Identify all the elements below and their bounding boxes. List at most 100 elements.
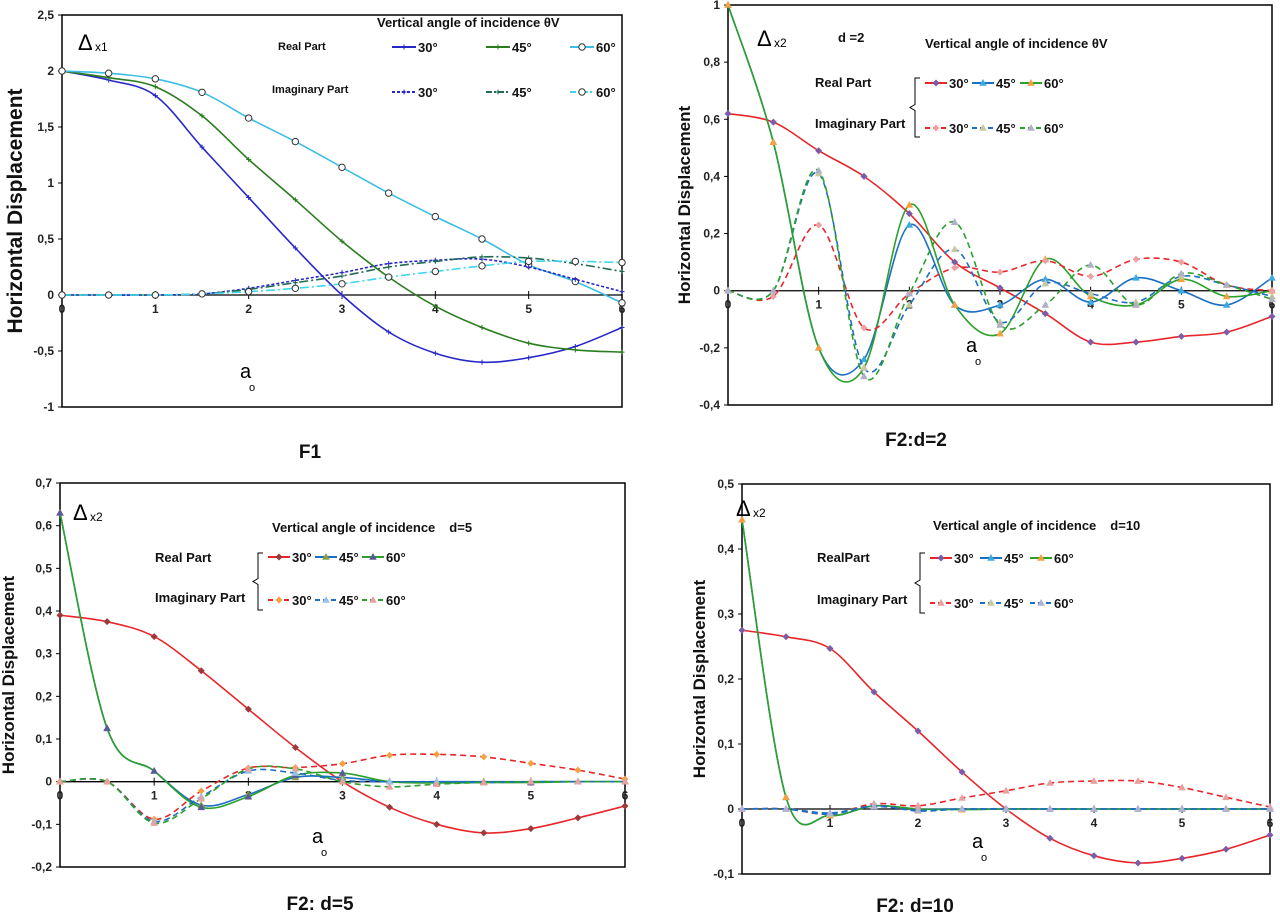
- x-axis-label: a: [240, 361, 252, 383]
- legend-entry: 30°: [268, 550, 312, 565]
- data-point: [524, 257, 533, 266]
- data-point: [1177, 269, 1186, 277]
- chart-title: F2: d=10: [876, 896, 954, 917]
- data-point: [479, 324, 485, 330]
- data-point: [338, 769, 347, 776]
- data-point: [1222, 793, 1230, 801]
- data-point: [246, 195, 252, 201]
- data-point: [619, 349, 625, 355]
- data-point: [738, 515, 746, 523]
- legend-marker: [987, 599, 995, 606]
- legend-entry-label: 60°: [1044, 76, 1064, 91]
- data-point: [244, 792, 253, 800]
- y-tick-label: -1: [43, 400, 54, 414]
- legend-entry: 30°: [930, 551, 974, 566]
- y-tick-label: -0,4: [699, 398, 720, 412]
- data-point: [814, 343, 823, 351]
- data-point: [197, 803, 206, 811]
- data-point: [1266, 805, 1274, 812]
- x-axis-label: a: [966, 335, 978, 357]
- plot-area: [61, 14, 623, 408]
- x-tick-label: 3: [339, 789, 346, 803]
- legend-marker: [401, 89, 407, 95]
- data-point: [1178, 805, 1186, 812]
- legend: Vertical angle of incidence θV d =2 Real P…: [815, 30, 1108, 138]
- data-point: [1002, 786, 1010, 794]
- y-tick-label: 0,5: [717, 477, 734, 491]
- data-point: [1086, 261, 1095, 268]
- data-point: [1134, 805, 1142, 812]
- y-tick-label: 0,5: [35, 561, 52, 575]
- legend-marker: [937, 599, 945, 606]
- data-point: [150, 819, 158, 826]
- data-point: [526, 264, 532, 270]
- legend-entry-label: 45°: [996, 76, 1016, 91]
- x-tick-label: 5: [1178, 298, 1185, 312]
- x-axis-label-sub: o: [249, 382, 255, 394]
- legend-marker: [979, 124, 987, 131]
- data-point: [738, 626, 746, 634]
- data-point: [914, 727, 922, 735]
- y-tick-label: 0,2: [703, 227, 720, 241]
- data-point: [527, 825, 535, 833]
- data-point: [1268, 295, 1276, 303]
- legend-title: Vertical angle of incidence: [272, 520, 435, 535]
- data-point: [386, 751, 394, 759]
- y-tick-label: 0,3: [35, 647, 52, 661]
- series-imag-60: [738, 802, 1274, 816]
- legend-entry-label: 30°: [292, 550, 312, 565]
- legend: Vertical angle of incidence d=5 Real Part I…: [155, 520, 472, 611]
- legend-entry: 60°: [362, 593, 406, 608]
- data-point: [870, 802, 878, 810]
- data-point: [996, 321, 1004, 328]
- data-point: [152, 84, 158, 90]
- data-point: [291, 137, 300, 146]
- legend-real-label: Real Part: [155, 550, 212, 565]
- data-point: [1002, 805, 1010, 812]
- data-point: [782, 633, 790, 641]
- chart-title: F1: [299, 442, 322, 463]
- legend-entry: 45°: [980, 551, 1024, 566]
- data-point: [1087, 272, 1095, 280]
- data-point: [479, 359, 485, 365]
- data-point: [1222, 281, 1231, 288]
- legend-entry-label: 60°: [386, 593, 406, 608]
- data-point: [338, 280, 346, 288]
- legend-entry-label: 60°: [596, 40, 616, 55]
- y-axis-label: Horizontal Displacement: [690, 579, 709, 778]
- delta-annotation-sub: x1: [95, 40, 108, 54]
- data-point: [1132, 273, 1140, 281]
- delta-annotation: Δ: [757, 26, 772, 51]
- data-point: [1132, 338, 1140, 346]
- data-point: [56, 611, 64, 619]
- data-point: [572, 276, 578, 282]
- data-point: [905, 301, 914, 308]
- legend-entry: 45°: [315, 593, 359, 608]
- data-point: [151, 75, 160, 83]
- x-tick-label: 0: [739, 816, 746, 830]
- data-point: [950, 245, 959, 253]
- y-tick-label: 1: [47, 176, 54, 190]
- legend-brace: [914, 552, 925, 614]
- legend-entry-label: 30°: [954, 551, 974, 566]
- series-line: [727, 171, 1273, 373]
- data-point: [860, 355, 868, 363]
- y-tick-label: 0,4: [717, 542, 734, 556]
- data-point: [951, 258, 959, 266]
- legend-entry-label: 30°: [949, 76, 969, 91]
- data-point: [769, 286, 778, 294]
- data-point: [199, 113, 205, 119]
- data-point: [826, 644, 834, 652]
- data-point: [619, 324, 625, 330]
- data-point: [339, 292, 345, 298]
- data-point: [1090, 805, 1098, 812]
- data-point: [1268, 273, 1276, 281]
- x-axis-label: a: [312, 826, 324, 848]
- x-tick-label: 1: [815, 298, 822, 312]
- data-point: [782, 793, 790, 801]
- legend-marker: [322, 596, 330, 603]
- chart-title: F2: d=5: [286, 894, 353, 915]
- x-axis-label: a: [972, 831, 984, 853]
- legend-entry-label: 45°: [339, 550, 359, 565]
- chart-panel-4: 0 1 2 3 4 5 6 0,5 0,4 0,3 0,2 0,1 0 -0,1 Horizontal Di…: [690, 477, 1274, 917]
